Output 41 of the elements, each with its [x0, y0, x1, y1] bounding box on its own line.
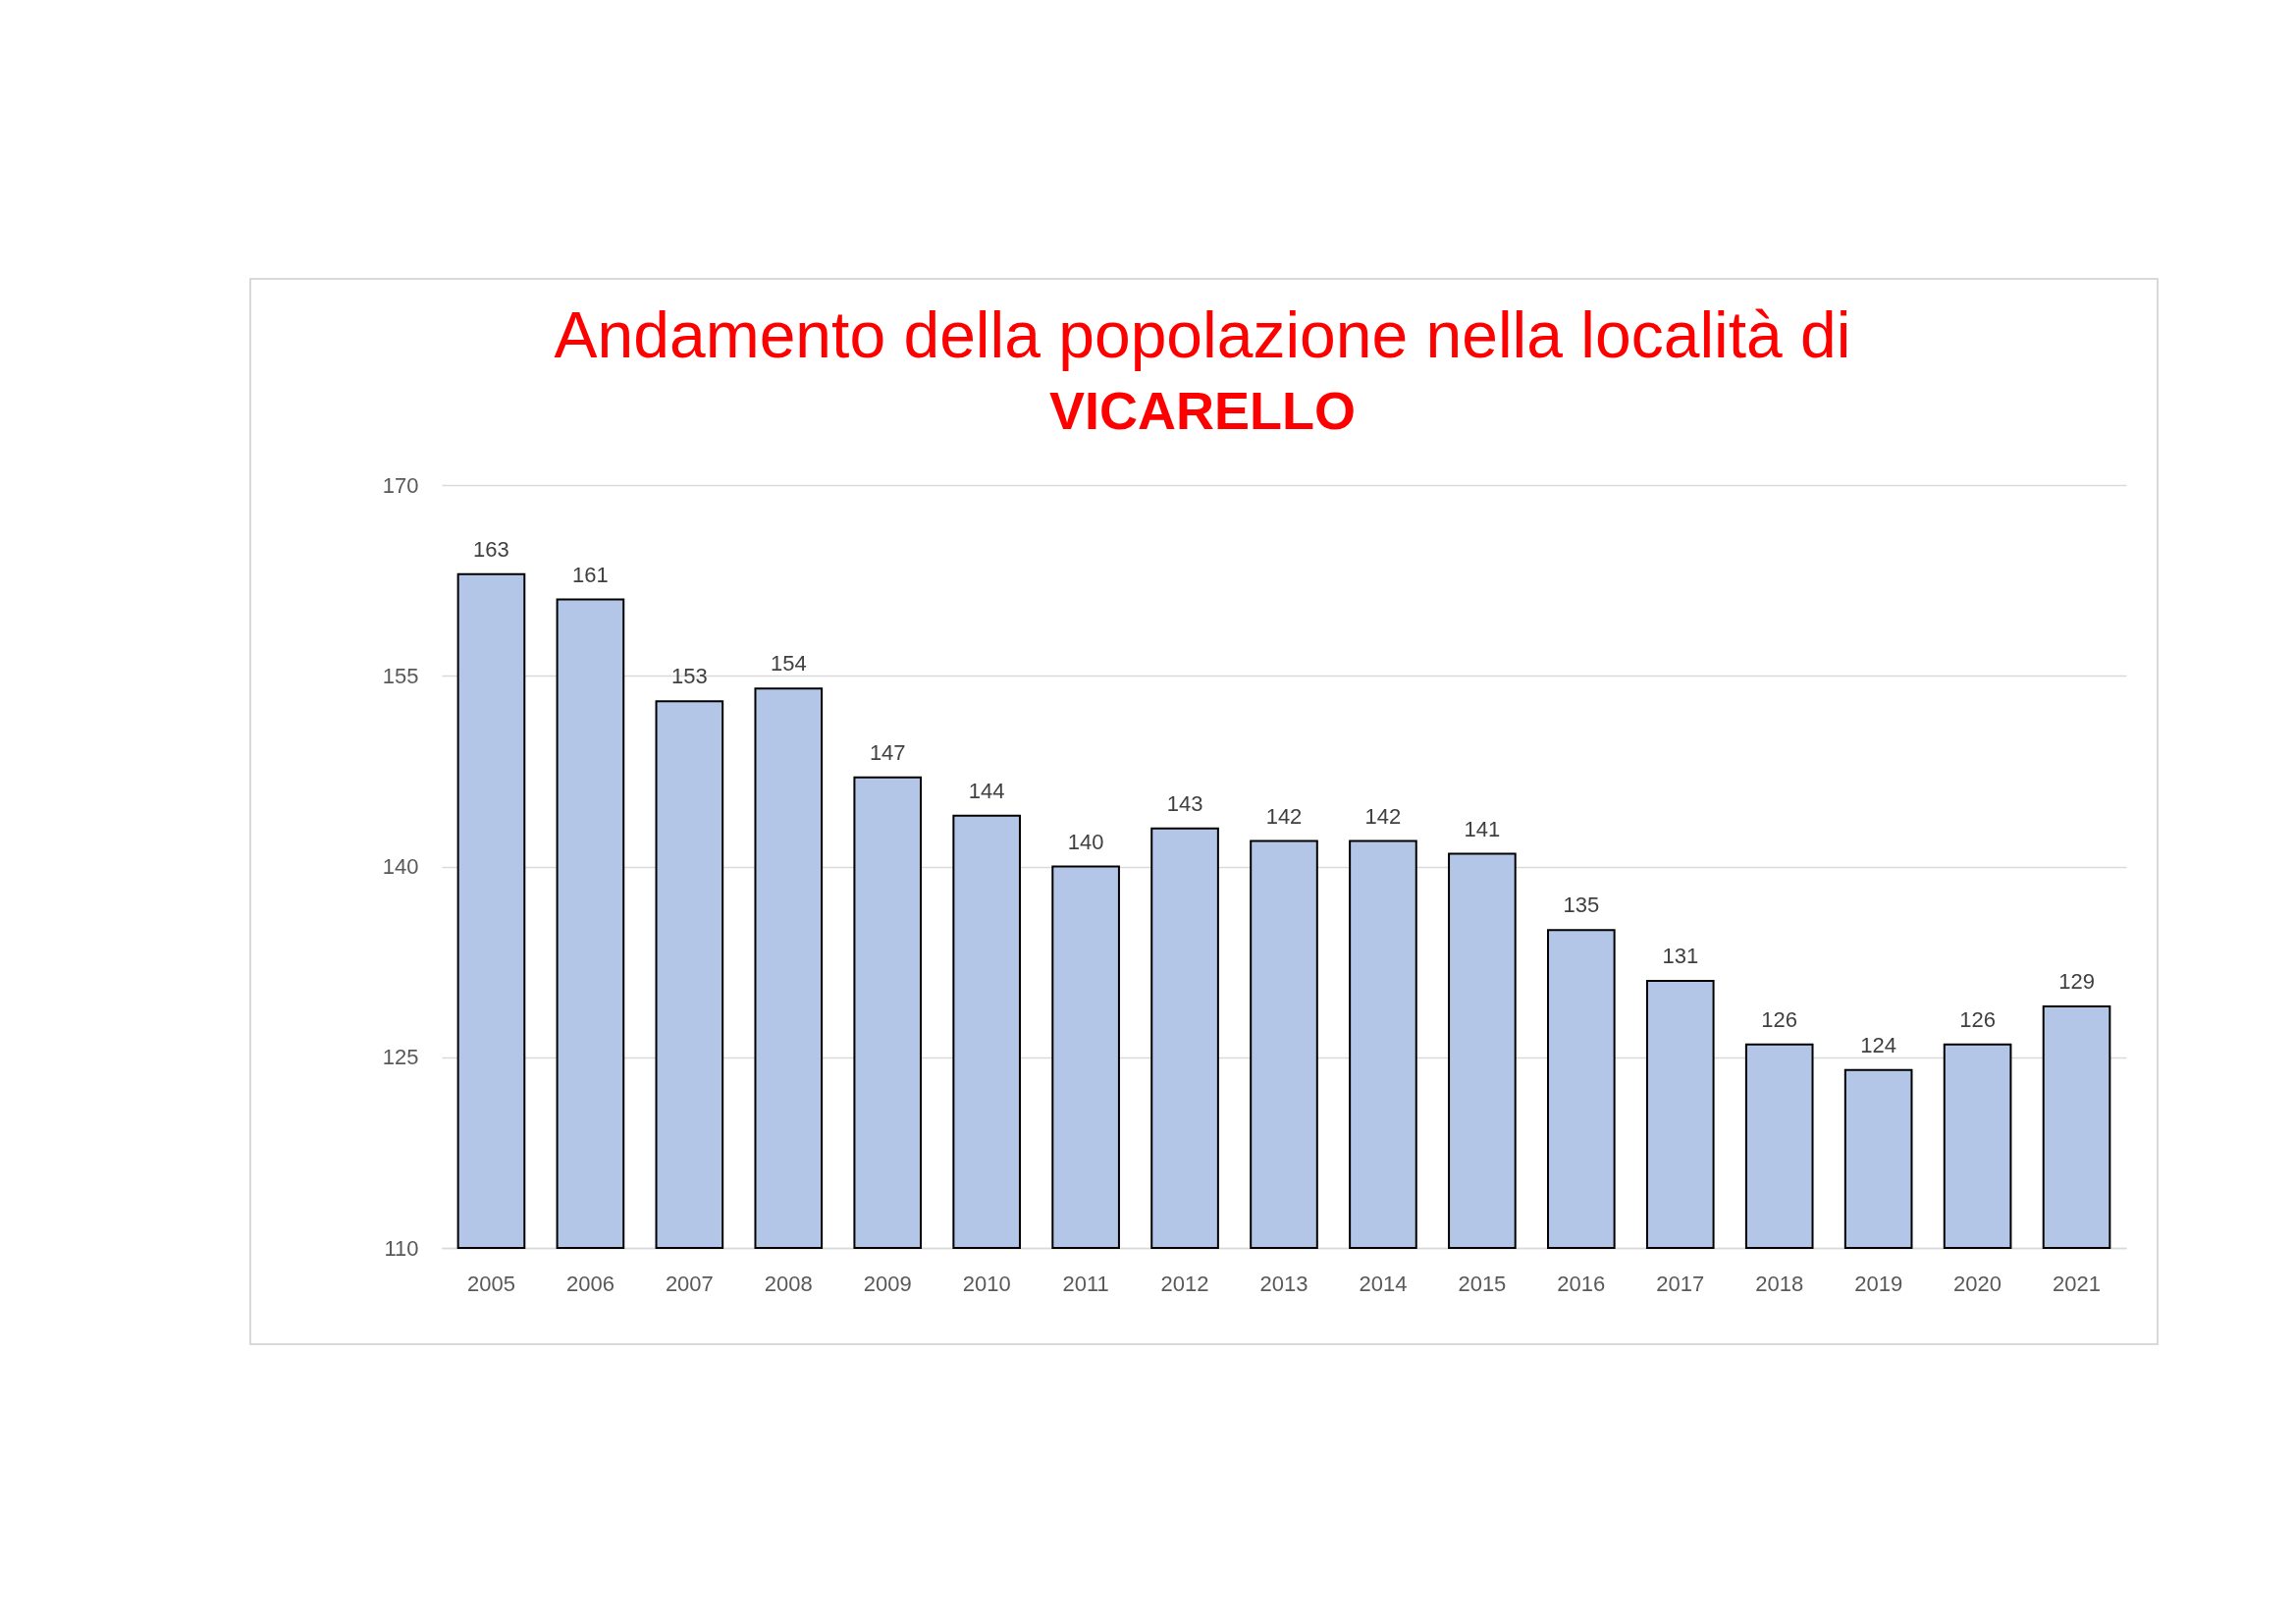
- data-label: 163: [473, 536, 509, 562]
- data-label: 154: [770, 651, 807, 677]
- data-label: 126: [1761, 1006, 1798, 1032]
- data-label: 142: [1364, 803, 1402, 829]
- y-tick-label: 170: [382, 472, 419, 498]
- x-tick-label: 2006: [565, 1271, 614, 1296]
- x-tick-label: 2005: [466, 1271, 515, 1296]
- data-label: 140: [1067, 829, 1104, 854]
- data-label: 135: [1563, 893, 1600, 918]
- y-tick-label: 155: [382, 663, 419, 688]
- data-label: 147: [869, 739, 906, 765]
- data-label: 143: [1166, 790, 1203, 816]
- y-tick-label: 110: [384, 1235, 419, 1261]
- x-tick-label: 2016: [1557, 1271, 1606, 1296]
- chart-subtitle: VICARELLO: [1048, 381, 1357, 440]
- y-tick-label: 140: [382, 854, 419, 879]
- chart-title: Andamento della popolazione nella località di: [554, 298, 1851, 371]
- x-tick-label: 2021: [2053, 1271, 2102, 1296]
- x-tick-label: 2017: [1656, 1271, 1705, 1296]
- x-tick-label: 2019: [1854, 1271, 1903, 1296]
- data-label: 153: [670, 664, 708, 689]
- x-tick-label: 2007: [665, 1271, 714, 1296]
- x-tick-label: 2013: [1259, 1271, 1308, 1296]
- data-label: 142: [1265, 803, 1303, 829]
- data-label: 161: [572, 562, 609, 587]
- y-tick-label: 125: [382, 1045, 419, 1070]
- x-tick-label: 2011: [1062, 1271, 1109, 1296]
- x-tick-label: 2009: [863, 1271, 912, 1296]
- x-tick-label: 2015: [1458, 1271, 1507, 1296]
- data-label: 129: [2058, 968, 2095, 994]
- x-tick-label: 2010: [962, 1271, 1011, 1296]
- data-label: 124: [1860, 1032, 1897, 1057]
- data-label: 131: [1662, 944, 1699, 969]
- data-label: 126: [1959, 1006, 1996, 1032]
- data-label: 141: [1464, 816, 1501, 841]
- x-tick-label: 2014: [1359, 1271, 1408, 1296]
- data-label: 144: [968, 778, 1005, 803]
- x-tick-label: 2008: [764, 1271, 813, 1296]
- x-tick-label: 2020: [1953, 1271, 2002, 1296]
- x-tick-label: 2012: [1160, 1271, 1209, 1296]
- x-tick-label: 2018: [1755, 1271, 1804, 1296]
